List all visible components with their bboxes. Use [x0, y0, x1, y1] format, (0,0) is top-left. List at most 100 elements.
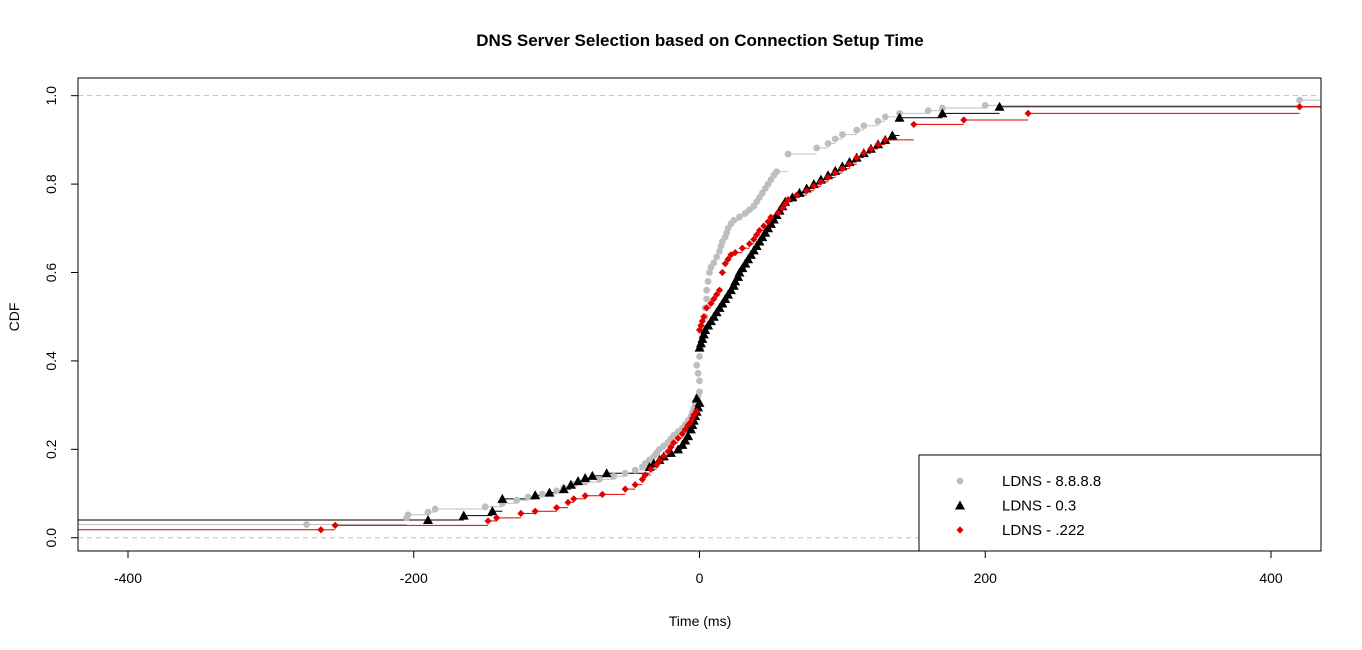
data-point-series-0 [703, 295, 711, 303]
data-point-series-2 [517, 509, 525, 518]
legend-label-2: LDNS - .222 [1002, 522, 1085, 539]
legend-label-1: LDNS - 0.3 [1002, 498, 1076, 515]
data-point-series-2 [764, 218, 772, 226]
x-axis-label: Time (ms) [669, 613, 731, 629]
data-point-series-2 [660, 452, 668, 460]
legend-marker-0 [956, 477, 964, 485]
data-point-series-2 [674, 434, 682, 442]
data-point-series-2 [910, 120, 918, 129]
data-point-series-0 [481, 503, 489, 511]
data-point-series-0 [404, 511, 412, 519]
data-point-series-0 [773, 168, 781, 176]
x-tick-label: -400 [114, 570, 142, 586]
data-point-series-2 [317, 526, 325, 534]
data-point-series-2 [664, 447, 672, 456]
data-point-series-2 [750, 235, 758, 243]
legend: LDNS - 8.8.8.8 LDNS - 0.3 LDNS - .222 [918, 454, 1322, 552]
data-point-series-2 [810, 182, 818, 190]
x-tick-label: 0 [696, 570, 704, 586]
data-point-series-0 [713, 253, 721, 261]
data-point-series-0 [736, 213, 743, 221]
data-point-series-0 [703, 286, 711, 294]
data-point-series-0 [938, 104, 946, 112]
data-point-series-0 [838, 131, 846, 138]
data-point-series-2 [803, 187, 811, 195]
data-point-series-1 [994, 101, 1005, 111]
data-point-series-2 [718, 268, 726, 277]
y-axis: 0.0 0.2 0.4 0.6 0.8 1.0 [43, 86, 78, 547]
data-point-series-0 [710, 259, 718, 267]
data-point-series-2 [784, 195, 792, 204]
data-point-series-2 [881, 136, 889, 144]
data-point-series-2 [824, 173, 832, 182]
data-point-series-2 [874, 140, 882, 148]
chart-title: DNS Server Selection based on Connection… [476, 31, 923, 50]
data-markers [303, 96, 1304, 534]
data-point-series-0 [621, 469, 629, 477]
data-point-series-0 [631, 466, 639, 474]
x-tick-label: -200 [400, 570, 428, 586]
data-point-series-2 [860, 149, 868, 157]
data-point-series-2 [598, 490, 606, 499]
data-point-series-1 [691, 393, 702, 403]
data-point-series-0 [694, 369, 702, 377]
data-point-series-0 [853, 126, 861, 134]
data-point-series-1 [894, 112, 905, 122]
data-point-series-0 [924, 107, 932, 115]
data-point-series-2 [721, 260, 729, 268]
data-point-series-2 [641, 471, 649, 479]
data-point-series-2 [331, 521, 339, 529]
data-point-series-2 [867, 145, 875, 153]
data-point-series-2 [631, 481, 639, 489]
y-tick-label: 0.8 [43, 174, 59, 194]
data-point-series-2 [693, 407, 701, 415]
data-point-series-1 [558, 484, 569, 494]
x-tick-label: 200 [974, 570, 998, 586]
data-point-series-2 [831, 169, 839, 177]
data-point-series-1 [565, 479, 576, 489]
data-point-series-2 [697, 321, 705, 330]
data-point-series-0 [696, 353, 703, 360]
data-point-series-2 [707, 299, 715, 308]
data-point-series-2 [484, 517, 492, 525]
data-point-series-2 [960, 116, 968, 124]
data-point-series-1 [573, 476, 584, 486]
data-point-series-0 [881, 113, 889, 121]
data-point-series-2 [690, 411, 698, 419]
data-point-series-2 [793, 191, 801, 199]
data-point-series-1 [530, 490, 541, 500]
data-point-series-2 [845, 160, 854, 168]
data-point-series-0 [303, 521, 310, 528]
plot-frame [77, 77, 1322, 552]
data-point-series-0 [706, 269, 713, 276]
data-point-series-0 [553, 487, 561, 495]
data-point-series-2 [653, 461, 661, 469]
data-point-series-2 [564, 498, 572, 506]
data-point-series-0 [1296, 96, 1303, 104]
data-point-series-1 [683, 431, 694, 441]
legend-marker-1 [955, 500, 965, 510]
data-point-series-2 [838, 165, 846, 173]
data-point-series-0 [784, 150, 792, 158]
data-point-series-2 [681, 425, 689, 434]
data-point-series-1 [497, 493, 508, 503]
data-point-series-2 [731, 249, 739, 257]
legend-marker-2 [956, 526, 964, 534]
data-point-series-2 [1024, 109, 1032, 117]
data-point-series-0 [431, 505, 439, 513]
data-point-series-2 [710, 295, 718, 303]
data-point-series-0 [704, 277, 712, 285]
data-point-series-0 [610, 472, 618, 480]
data-point-series-1 [423, 515, 434, 525]
data-point-series-2 [745, 240, 754, 248]
data-point-series-2 [853, 153, 861, 162]
data-point-series-2 [767, 213, 775, 221]
data-point-series-2 [695, 326, 704, 334]
data-point-series-2 [581, 492, 589, 500]
data-point-series-0 [981, 102, 989, 109]
data-point-series-2 [493, 514, 501, 522]
y-tick-label: 1.0 [43, 86, 59, 106]
data-point-series-2 [700, 313, 708, 321]
data-point-series-0 [824, 140, 832, 147]
